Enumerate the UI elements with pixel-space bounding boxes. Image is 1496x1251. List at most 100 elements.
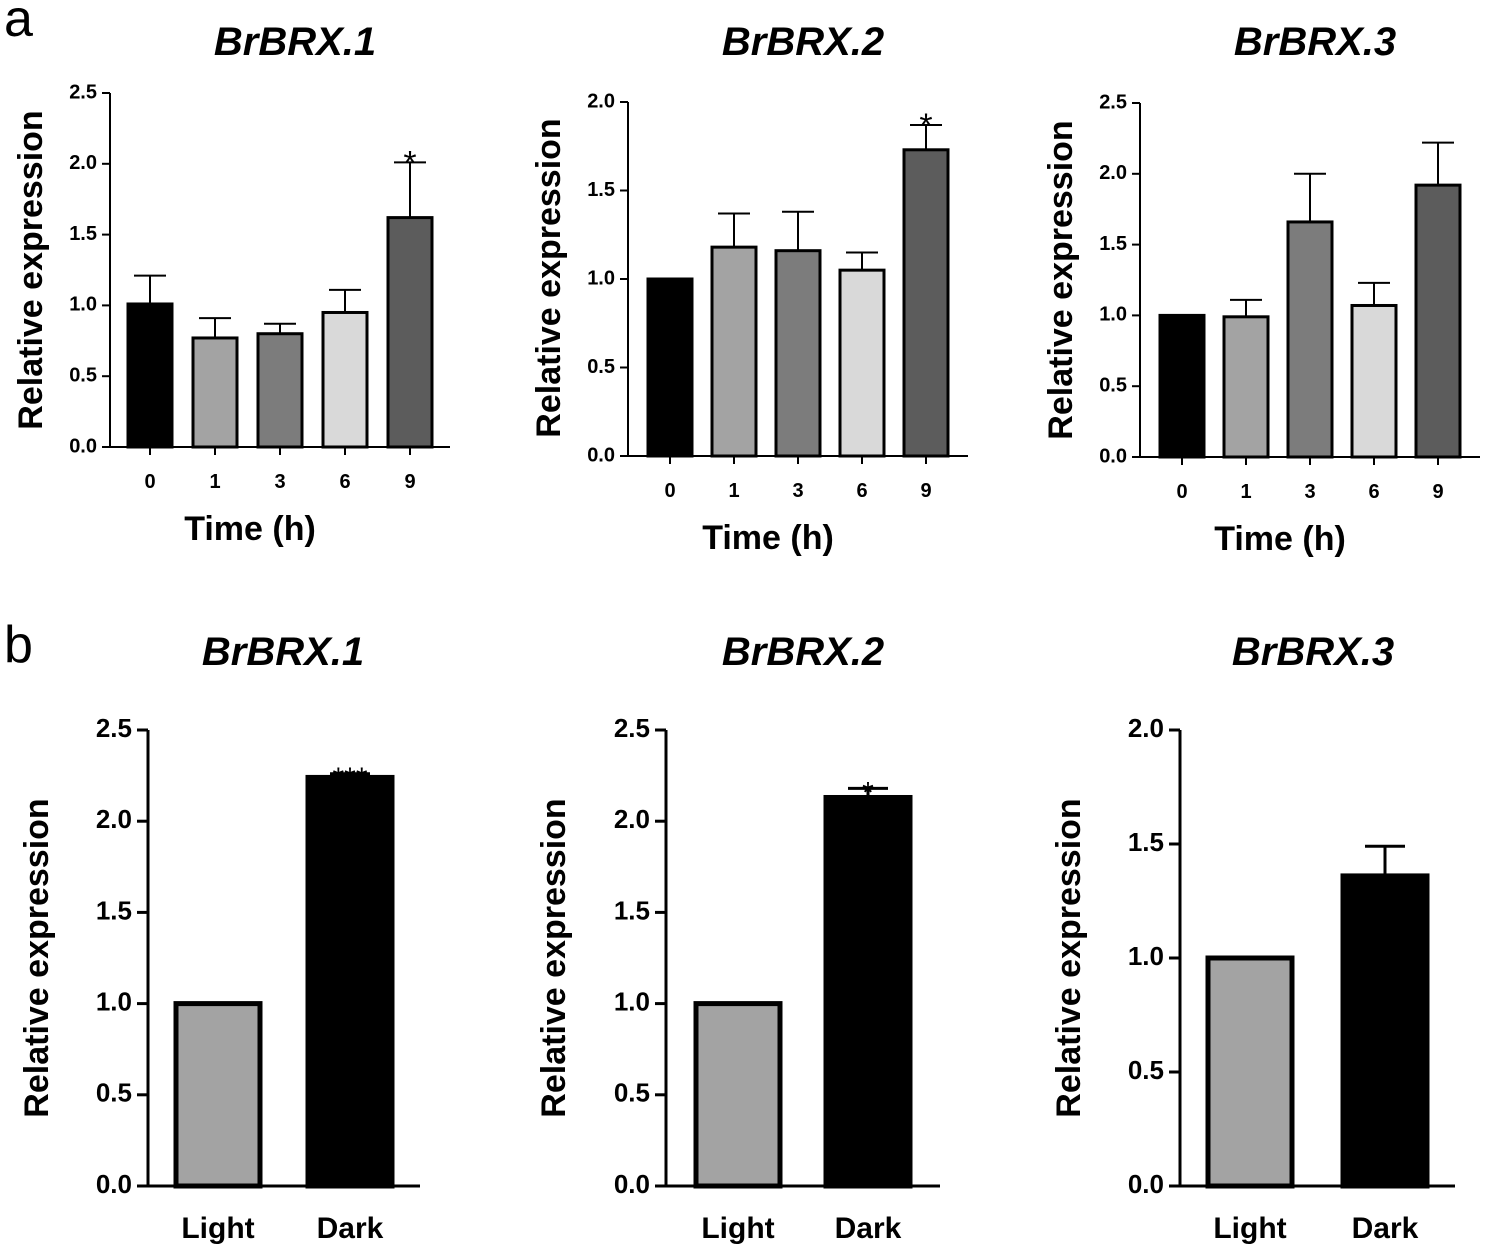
significance-label: * — [403, 144, 416, 182]
y-tick-label: 1.5 — [96, 895, 132, 925]
y-tick-label: 0.5 — [69, 364, 97, 386]
x-tick-label: 6 — [1368, 481, 1379, 503]
x-axis-label: Time (h) — [1214, 520, 1346, 558]
chart-title: BrBRX.3 — [1232, 630, 1394, 674]
bar — [321, 310, 369, 449]
bar — [902, 148, 950, 458]
y-tick-label: 1.0 — [96, 986, 132, 1016]
x-tick-label: Light — [181, 1212, 254, 1245]
chart-title: BrBRX.1 — [214, 20, 376, 64]
y-tick-label: 0.0 — [96, 1169, 132, 1199]
x-tick-label: 6 — [856, 480, 867, 502]
panel-label-b: b — [4, 616, 33, 674]
chart-title: BrBRX.2 — [722, 630, 884, 674]
significance-label: *** — [332, 762, 367, 795]
chart-a2: BrBRX.2 Relative expression 0.0 0.5 1.0 1.5 2.… — [530, 20, 968, 557]
y-tick-label: 1.5 — [587, 179, 615, 201]
bar — [1414, 183, 1462, 459]
x-tick-label: 1 — [1240, 481, 1251, 503]
bar — [191, 336, 239, 449]
bar — [126, 302, 174, 449]
y-tick-label: 1.0 — [614, 986, 650, 1016]
y-tick-label: 0.0 — [587, 444, 615, 466]
y-tick-label: 2.0 — [587, 90, 615, 112]
x-tick-label: Light — [701, 1212, 774, 1245]
y-axis-label: Relative expression — [1042, 120, 1080, 439]
y-tick-label: 2.5 — [69, 81, 97, 103]
x-tick-label: Dark — [317, 1212, 384, 1245]
y-tick-label: 0.5 — [614, 1078, 650, 1108]
chart-a3: BrBRX.3 Relative expression 0.0 0.5 1.0 1.5 2.… — [1042, 20, 1480, 558]
y-tick-label: 1.5 — [1099, 233, 1127, 255]
y-tick-label: 2.0 — [1128, 713, 1164, 743]
y-tick-label: 2.5 — [614, 713, 650, 743]
charts-group: BrBRX.1 Relative expression 0.0 0.5 1.0 1.5 2.… — [12, 20, 1480, 1245]
bar — [1205, 955, 1295, 1189]
y-tick-label: 1.0 — [1128, 941, 1164, 971]
bar — [693, 1001, 783, 1189]
y-tick-label: 2.5 — [1099, 91, 1127, 113]
y-axis-label: Relative expression — [18, 798, 56, 1117]
chart-b3: BrBRX.3 Relative expression 0.0 0.5 1.0 1.5 2.… — [1050, 630, 1455, 1245]
bar — [1340, 873, 1430, 1189]
x-tick-label: 9 — [920, 480, 931, 502]
y-tick-label: 0.5 — [1099, 374, 1127, 396]
x-axis-label: Time (h) — [702, 519, 834, 557]
significance-label: * — [862, 776, 874, 809]
x-tick-label: 0 — [664, 480, 675, 502]
x-axis-label: Time (h) — [184, 510, 316, 548]
chart-b2: BrBRX.2 Relative expression 0.0 0.5 1.0 1.5 2.… — [535, 630, 940, 1245]
chart-title: BrBRX.1 — [202, 630, 364, 674]
y-tick-label: 0.5 — [96, 1078, 132, 1108]
y-tick-label: 0.0 — [1099, 445, 1127, 467]
x-tick-label: Light — [1213, 1212, 1286, 1245]
x-tick-label: 3 — [1304, 481, 1315, 503]
bar — [1350, 303, 1398, 459]
panel-label-a: a — [4, 0, 33, 48]
bar — [305, 774, 395, 1189]
bar — [710, 245, 758, 458]
y-tick-label: 0.0 — [69, 435, 97, 457]
y-tick-label: 1.5 — [69, 223, 97, 245]
x-tick-label: 3 — [274, 471, 285, 493]
bar — [646, 277, 694, 458]
bar — [173, 1001, 263, 1189]
x-tick-label: 9 — [404, 471, 415, 493]
y-tick-label: 2.0 — [96, 804, 132, 834]
bar — [823, 794, 913, 1189]
y-tick-label: 1.5 — [1128, 827, 1164, 857]
chart-a1: BrBRX.1 Relative expression 0.0 0.5 1.0 1.5 2.… — [12, 20, 450, 548]
y-axis-label: Relative expression — [535, 798, 573, 1117]
bar — [386, 216, 434, 449]
y-tick-label: 1.0 — [69, 294, 97, 316]
bar — [1222, 315, 1270, 459]
x-tick-label: Dark — [1352, 1212, 1419, 1245]
significance-label: * — [919, 107, 932, 145]
x-tick-label: 6 — [339, 471, 350, 493]
bar — [774, 249, 822, 458]
x-tick-label: 3 — [792, 480, 803, 502]
y-axis-label: Relative expression — [530, 118, 568, 437]
y-tick-label: 1.5 — [614, 895, 650, 925]
bar — [1158, 313, 1206, 459]
y-tick-label: 1.0 — [587, 267, 615, 289]
x-tick-label: 1 — [209, 471, 220, 493]
x-tick-label: 0 — [1176, 481, 1187, 503]
y-tick-label: 2.0 — [69, 152, 97, 174]
chart-title: BrBRX.3 — [1234, 20, 1396, 64]
y-tick-label: 2.5 — [96, 713, 132, 743]
bar — [256, 332, 304, 449]
x-tick-label: Dark — [835, 1212, 902, 1245]
y-tick-label: 2.0 — [614, 804, 650, 834]
y-axis-label: Relative expression — [12, 110, 50, 429]
chart-title: BrBRX.2 — [722, 20, 884, 64]
x-tick-label: 0 — [144, 471, 155, 493]
y-tick-label: 0.0 — [614, 1169, 650, 1199]
y-axis-label: Relative expression — [1050, 798, 1088, 1117]
y-tick-label: 0.5 — [587, 356, 615, 378]
x-tick-label: 1 — [728, 480, 739, 502]
y-tick-label: 0.5 — [1128, 1055, 1164, 1085]
bar — [838, 268, 886, 458]
y-tick-label: 0.0 — [1128, 1169, 1164, 1199]
